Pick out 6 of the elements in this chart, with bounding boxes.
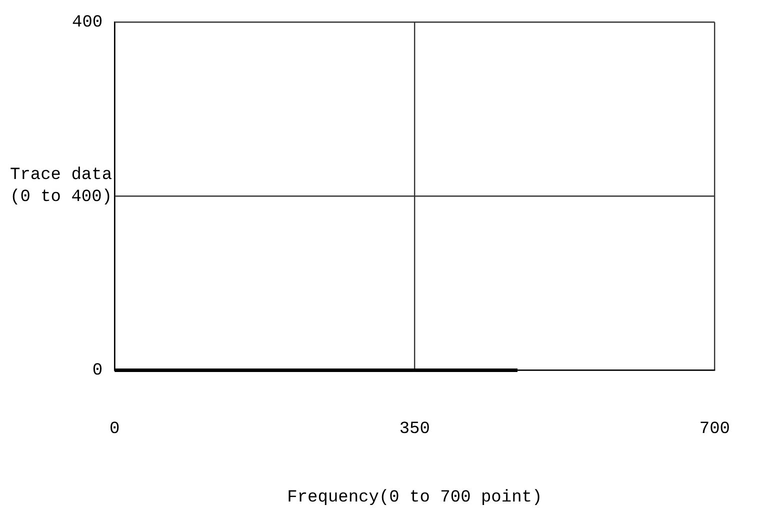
x-tick-label: 700 xyxy=(699,420,730,439)
x-tick-label: 0 xyxy=(110,420,120,439)
x-tick-label: 350 xyxy=(399,420,430,439)
x-axis-title: Frequency(0 to 700 point) xyxy=(287,488,542,508)
y-axis-title: Trace data (0 to 400) xyxy=(10,165,112,209)
y-tick-label: 400 xyxy=(72,14,103,33)
